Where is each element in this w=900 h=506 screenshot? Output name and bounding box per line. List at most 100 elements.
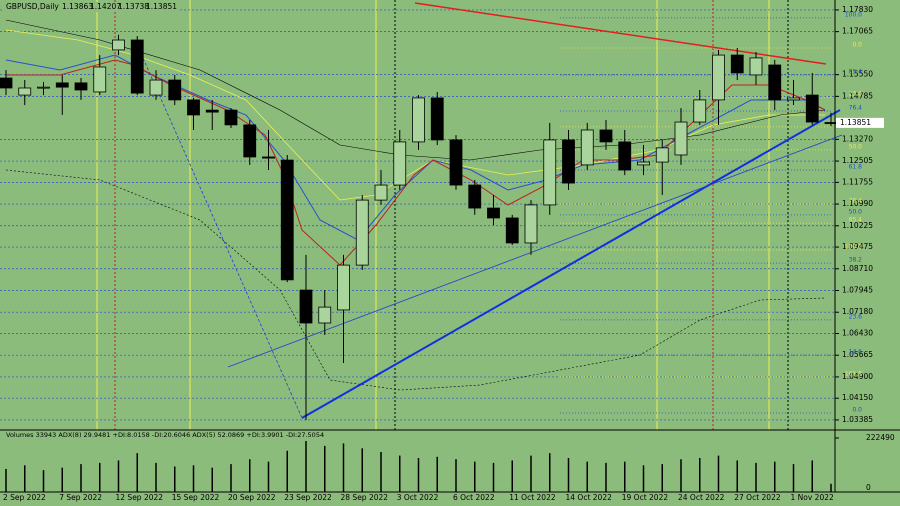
y-tick-label: 1.13270: [842, 134, 873, 143]
candles: [0, 34, 838, 421]
chart-title: GBPUSD,Daily: [6, 2, 59, 11]
header-bg: [3, 2, 178, 12]
fib-label: 161.8: [845, 370, 862, 377]
candle-body: [393, 141, 407, 186]
high-value: 1.14207: [90, 2, 121, 11]
x-tick-label: 7 Sep 2022: [59, 493, 102, 502]
y-tick-label: 1.09475: [842, 242, 873, 251]
candle-body: [355, 199, 369, 266]
price-tag: [836, 117, 884, 128]
fib-label: 100.0: [845, 244, 862, 251]
fib-label: 0.0: [852, 406, 862, 413]
candle-body: [580, 129, 594, 166]
fib-label: 50.0: [849, 143, 863, 150]
x-tick-label: 2 Sep 2022: [3, 493, 46, 502]
candle-body: [599, 129, 613, 143]
price-tag-label: 1.13851: [840, 118, 871, 127]
candle-body: [618, 141, 632, 171]
candle-body: [0, 77, 13, 89]
candle-body: [524, 204, 538, 244]
y-tick-label: 1.17065: [842, 27, 873, 36]
candle-body: [205, 109, 219, 113]
candle-body: [787, 97, 800, 101]
y-tick-label: 1.10990: [842, 199, 873, 208]
candle-body: [37, 86, 50, 89]
low-value: 1.13738: [118, 2, 149, 11]
trend-lines: [134, 2, 843, 419]
x-tick-label: 15 Sep 2022: [172, 493, 220, 502]
y-tick-label: 1.07180: [842, 307, 873, 316]
candle-body: [224, 109, 238, 126]
fib-label: 85.4: [849, 68, 863, 75]
y-tick-label: 1.04900: [842, 372, 873, 381]
fib-label: 100.0: [845, 11, 862, 18]
fib-label: 85.4: [849, 217, 863, 224]
fib-label: 23.6: [849, 91, 863, 98]
candle-body: [112, 39, 125, 51]
y-tick-label: 1.11755: [842, 177, 873, 186]
fib-label: 76.4: [849, 104, 863, 111]
y-tick-label: 1.06430: [842, 328, 873, 337]
y-tick-label: 1.07945: [842, 285, 873, 294]
volume-tick-label: 0: [866, 483, 871, 492]
fib-label: 76.4: [849, 198, 863, 205]
fib-label: 38.2: [849, 257, 863, 264]
candle-body: [449, 139, 463, 186]
x-tick-label: 20 Sep 2022: [228, 493, 276, 502]
volume-panel: [5, 437, 839, 493]
x-tick-label: 12 Sep 2022: [116, 493, 164, 502]
close-value: 1.13851: [146, 2, 177, 11]
y-tick-label: 1.14785: [842, 91, 873, 100]
candle-body: [149, 79, 163, 96]
candle-body: [712, 54, 725, 101]
candle-body: [187, 99, 200, 116]
candle-body: [562, 139, 575, 184]
x-tick-label: 3 Oct 2022: [397, 493, 439, 502]
candle-body: [655, 147, 669, 163]
candle-body: [299, 289, 313, 324]
x-tick-label: 24 Oct 2022: [678, 493, 725, 502]
candle-body: [749, 57, 763, 76]
y-tick-label: 1.04150: [842, 393, 873, 402]
x-tick-label: 19 Oct 2022: [622, 493, 669, 502]
fib-label: 61.8: [849, 164, 863, 171]
candle-body: [468, 184, 482, 209]
y-tick-label: 1.10225: [842, 221, 873, 230]
candle-body: [168, 79, 182, 101]
candle-body: [768, 64, 782, 101]
fib-label: 0.0: [852, 41, 862, 48]
fib-label: 23.6: [849, 313, 863, 320]
y-tick-label: 1.03385: [842, 415, 873, 424]
x-tick-label: 14 Oct 2022: [566, 493, 613, 502]
x-tick-label: 1 Nov 2022: [791, 493, 834, 502]
x-tick-label: 27 Oct 2022: [734, 493, 781, 502]
x-tick-label: 28 Sep 2022: [341, 493, 389, 502]
y-tick-label: 1.12505: [842, 156, 873, 165]
candle-body: [693, 99, 707, 123]
candle-body: [262, 156, 275, 159]
candle-body: [674, 121, 688, 156]
candle-body: [55, 82, 69, 88]
y-tick-label: 1.15550: [842, 70, 873, 79]
y-tick-label: 1.17830: [842, 5, 873, 14]
candle-body: [487, 207, 500, 219]
candle-body: [18, 87, 32, 96]
candle-body: [74, 82, 88, 91]
fib-label: 50.0: [849, 208, 863, 215]
candle-body: [93, 66, 107, 93]
open-value: 1.13863: [62, 2, 93, 11]
candle-body: [374, 184, 388, 201]
candle-body: [318, 306, 332, 324]
candle-body: [637, 161, 650, 166]
candle-body: [730, 54, 744, 74]
candle-body: [430, 97, 444, 141]
candle-body: [412, 97, 425, 143]
x-tick-label: 11 Oct 2022: [509, 493, 556, 502]
x-tick-label: 6 Oct 2022: [453, 493, 495, 502]
y-tick-label: 1.08710: [842, 264, 873, 273]
fib-label: 14.6: [849, 349, 863, 356]
indicator-header: Volumes 33943 ADX(8) 29.9481 +DI:8.0158 …: [6, 431, 324, 439]
x-tick-label: 23 Sep 2022: [284, 493, 332, 502]
candle-body: [243, 124, 257, 158]
